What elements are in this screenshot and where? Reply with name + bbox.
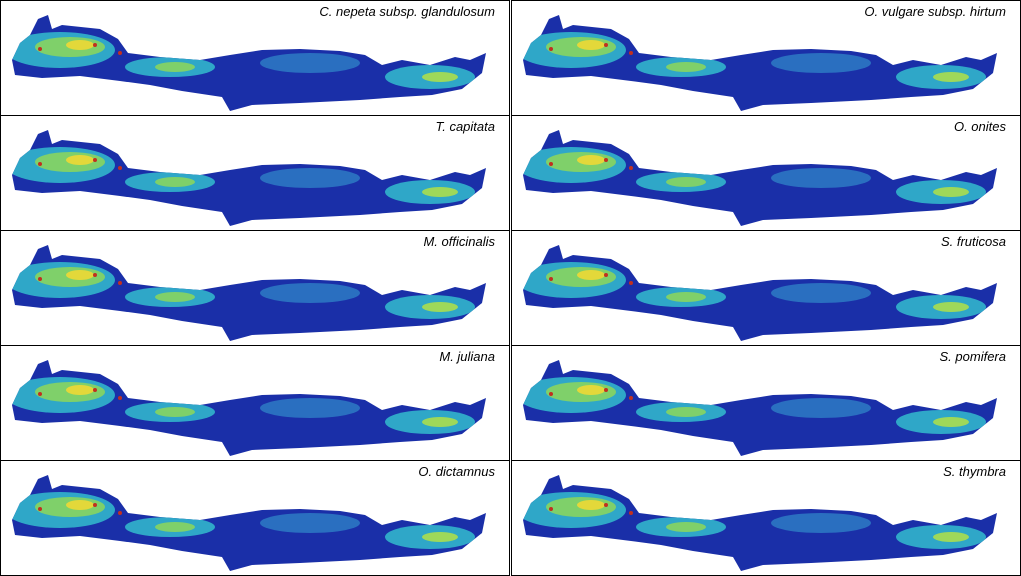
map-panel: S. fruticosa — [511, 230, 1021, 351]
map-panel: S. thymbra — [511, 460, 1021, 576]
species-label: M. officinalis — [423, 234, 495, 249]
species-label: T. capitata — [435, 119, 495, 134]
species-label: O. onites — [954, 119, 1007, 134]
species-label: S. pomifera — [940, 349, 1006, 364]
species-label: M. juliana — [439, 349, 495, 364]
map-panel: T. capitata — [0, 115, 510, 236]
map-panel: M. juliana — [0, 345, 510, 466]
species-label: S. thymbra — [943, 464, 1006, 479]
map-panel: O. onites — [511, 115, 1021, 236]
map-panel: S. pomifera — [511, 345, 1021, 466]
species-label: O. vulgare subsp. hirtum — [864, 4, 1006, 19]
map-panel: O. vulgare subsp. hirtum — [511, 0, 1021, 121]
map-panel: O. dictamnus — [0, 460, 510, 576]
species-label: C. nepeta subsp. glandulosum — [319, 4, 495, 19]
map-panel: C. nepeta subsp. glandulosum — [0, 0, 510, 121]
species-label: S. fruticosa — [941, 234, 1006, 249]
species-label: O. dictamnus — [418, 464, 495, 479]
map-panel: M. officinalis — [0, 230, 510, 351]
